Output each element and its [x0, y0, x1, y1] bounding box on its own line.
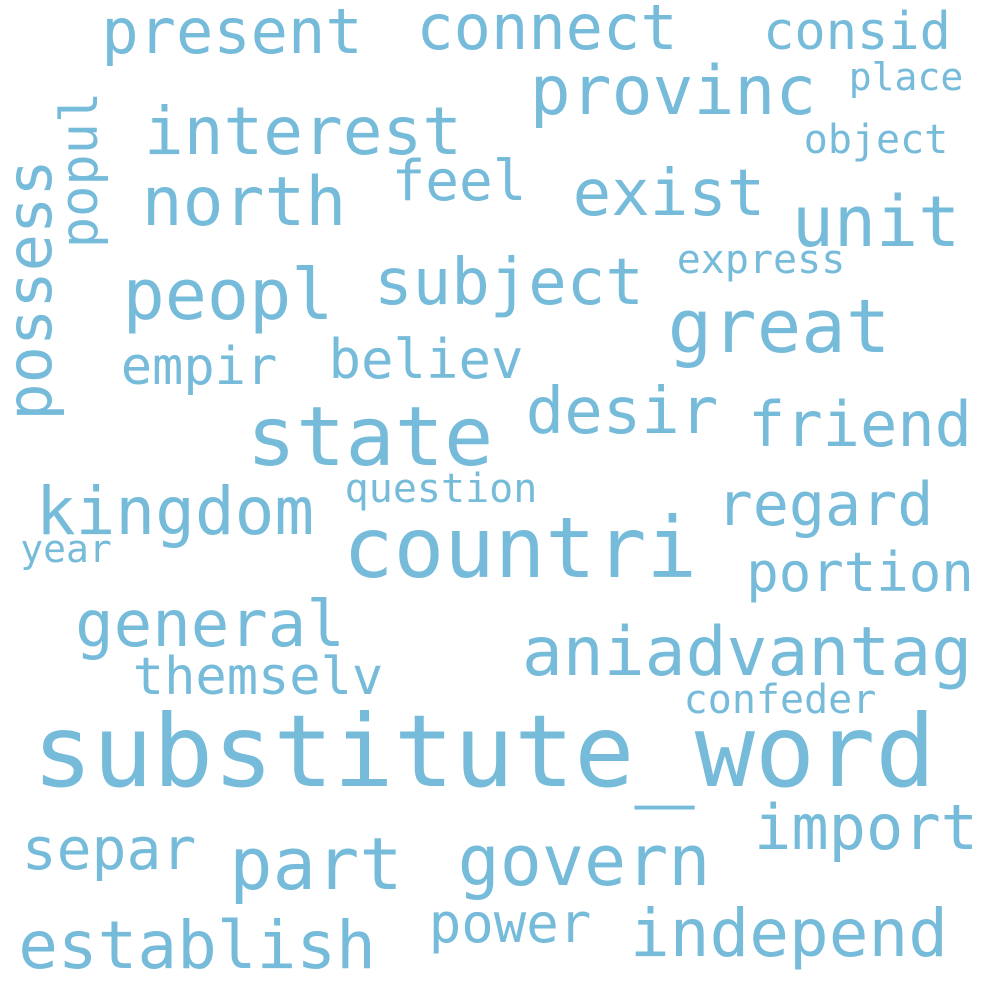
word-north: north: [141, 163, 347, 242]
word-friend: friend: [748, 388, 972, 461]
word-unit: unit: [791, 181, 961, 263]
word-themselv: themselv: [132, 647, 384, 707]
word-portion: portion: [746, 541, 974, 604]
word-substitute-word: substitute_word: [32, 693, 936, 810]
word-great: great: [667, 284, 891, 370]
word-place: place: [848, 55, 964, 99]
word-part: part: [229, 822, 403, 906]
word-empir: empir: [120, 337, 278, 397]
word-popul: popul: [50, 91, 110, 249]
word-express: express: [676, 237, 846, 283]
word-import: import: [754, 791, 978, 864]
word-interest: interest: [144, 93, 462, 170]
word-feel: feel: [391, 149, 527, 214]
word-separ: separ: [21, 815, 197, 883]
word-consid: consid: [763, 2, 951, 62]
word-present: present: [101, 0, 363, 68]
word-confeder: confeder: [683, 677, 877, 723]
word-govern: govern: [457, 820, 711, 902]
word-subject: subject: [374, 246, 644, 320]
word-connect: connect: [416, 0, 678, 64]
word-provinc: provinc: [529, 52, 817, 131]
word-object: object: [803, 117, 949, 163]
word-exist: exist: [572, 157, 766, 231]
word-countri: countri: [342, 499, 698, 597]
word-aniadvantag: aniadvantag: [521, 613, 973, 692]
word-general: general: [75, 588, 345, 662]
word-kingdom: kingdom: [35, 473, 315, 550]
word-state: state: [246, 390, 494, 485]
word-believ: believ: [328, 328, 524, 391]
word-year: year: [20, 527, 112, 571]
word-question: question: [344, 466, 538, 512]
word-power: power: [428, 892, 592, 955]
word-peopl: peopl: [122, 254, 334, 336]
word-establish: establish: [18, 907, 376, 984]
word-independ: independ: [630, 895, 948, 972]
word-desir: desir: [525, 375, 719, 449]
word-regard: regard: [716, 470, 934, 540]
